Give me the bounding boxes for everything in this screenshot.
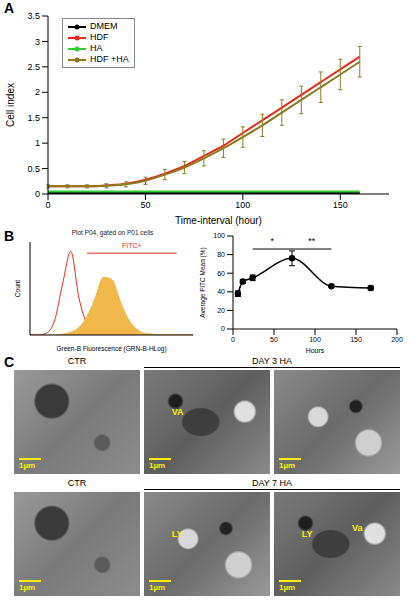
svg-text:Average FITC Mean (%): Average FITC Mean (%) [199,247,207,317]
html-text:B: B [4,228,15,244]
svg-text:150: 150 [350,336,362,343]
svg-text:100: 100 [309,336,321,343]
svg-text:50: 50 [140,200,150,210]
svg-text:0: 0 [231,336,235,343]
html-text:LY: LY [301,529,313,540]
html-text:HDF: HDF [90,32,109,42]
svg-text:20: 20 [217,307,225,314]
svg-text:Hours: Hours [306,347,325,353]
html-text:LY: LY [171,529,183,540]
svg-text:0: 0 [35,189,40,199]
svg-text:2: 2 [35,87,40,97]
html-text:VA: VA [171,407,184,418]
html-text:1µm: 1µm [19,461,36,470]
svg-text:100: 100 [213,232,225,239]
svg-text:Green-B Fluorescence (GRN-B-HL: Green-B Fluorescence (GRN-B-HLog) [56,345,166,353]
html-text:1µm: 1µm [279,461,296,470]
svg-text:1: 1 [35,138,40,148]
html-text:1µm: 1µm [149,583,166,592]
svg-text:FITC+: FITC+ [122,242,142,249]
svg-text:Cell index: Cell index [5,83,16,127]
svg-text:80: 80 [217,251,225,258]
svg-text:100: 100 [235,200,250,210]
svg-text:0.5: 0.5 [27,164,40,174]
html-text:A: A [4,0,15,16]
svg-text:*: * [271,236,275,246]
html-text:1µm: 1µm [149,461,166,470]
html-text:CTR: CTR [67,356,87,366]
svg-text:Count: Count [14,280,21,298]
html-text:DMEM: DMEM [90,21,118,31]
svg-text:3.5: 3.5 [27,11,40,21]
svg-text:60: 60 [217,270,225,277]
svg-text:2.5: 2.5 [27,62,40,72]
svg-text:40: 40 [217,288,225,295]
svg-text:50: 50 [270,336,278,343]
svg-text:Time-interval (hour): Time-interval (hour) [175,215,262,226]
html-text:Va: Va [352,523,363,534]
html-text:HA: HA [90,43,103,53]
svg-text:0: 0 [45,200,50,210]
html-text:C: C [4,354,15,370]
svg-text:1.5: 1.5 [27,113,40,123]
svg-text:200: 200 [391,336,403,343]
html-text:DAY 3 HA: DAY 3 HA [251,356,293,366]
svg-text:**: ** [308,236,316,246]
html-text:DAY 7 HA: DAY 7 HA [251,478,293,488]
html-text:CTR: CTR [67,478,87,488]
svg-text:3: 3 [35,37,40,47]
html-text:HDF +HA: HDF +HA [90,54,129,64]
html-text:1µm: 1µm [19,583,36,592]
svg-text:0: 0 [221,325,225,332]
html-text:Plot P04, gated on P01 cells: Plot P04, gated on P01 cells [71,229,154,236]
html-text:1µm: 1µm [279,583,296,592]
svg-text:150: 150 [333,200,348,210]
